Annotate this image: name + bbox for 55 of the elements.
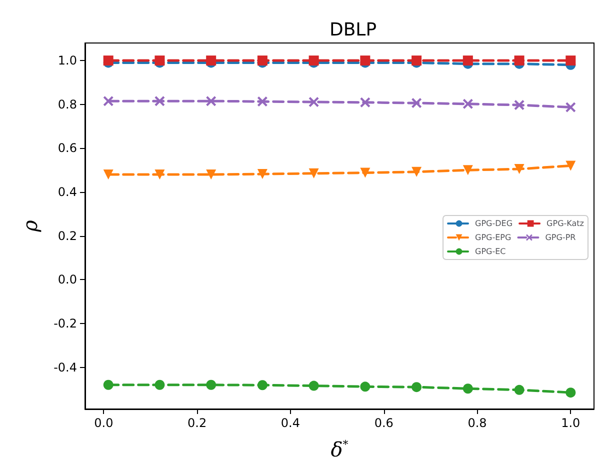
legend-label: GPG-EPG bbox=[475, 233, 512, 242]
point bbox=[514, 56, 524, 66]
point bbox=[566, 102, 576, 112]
x-tick-label: 0.6 bbox=[374, 416, 394, 430]
x-tick-label: 0.4 bbox=[280, 416, 300, 430]
y-axis-title: ρ bbox=[18, 220, 42, 233]
point bbox=[206, 380, 216, 390]
point bbox=[566, 160, 576, 171]
point bbox=[206, 96, 216, 106]
point bbox=[154, 169, 165, 180]
legend-label: GPG-EC bbox=[475, 247, 506, 256]
legend-label: GPG-PR bbox=[545, 233, 576, 242]
point bbox=[308, 96, 319, 107]
y-tick-label: 1.0 bbox=[58, 54, 77, 68]
point bbox=[257, 96, 268, 107]
point bbox=[462, 165, 473, 176]
point bbox=[154, 380, 165, 390]
x-axis-title: δ* bbox=[330, 438, 349, 462]
y-tick-label: 0.2 bbox=[58, 228, 77, 243]
y-tick-label: -0.2 bbox=[54, 316, 77, 331]
x-tick-label: 1.0 bbox=[561, 416, 580, 430]
point bbox=[412, 166, 422, 177]
point bbox=[103, 169, 114, 180]
y-tick-label: 0.0 bbox=[58, 272, 77, 287]
point bbox=[566, 388, 576, 398]
point bbox=[360, 382, 370, 392]
point bbox=[412, 382, 422, 392]
point bbox=[462, 98, 473, 109]
point bbox=[206, 169, 216, 180]
point bbox=[514, 384, 524, 395]
point bbox=[103, 380, 114, 390]
point bbox=[257, 380, 268, 390]
point bbox=[103, 96, 114, 106]
point bbox=[412, 98, 422, 108]
point bbox=[514, 100, 524, 110]
legend-label: GPG-Katz bbox=[546, 219, 584, 228]
legend-label: GPG-DEG bbox=[475, 219, 513, 228]
point bbox=[360, 168, 370, 178]
x-tick-label: 0.0 bbox=[94, 416, 114, 430]
point bbox=[360, 97, 370, 108]
y-tick-label: 0.6 bbox=[58, 141, 77, 156]
point bbox=[566, 56, 576, 66]
point bbox=[462, 384, 473, 394]
y-tick-label: 0.4 bbox=[58, 185, 77, 200]
y-tick-label: 0.8 bbox=[58, 97, 77, 112]
point bbox=[154, 96, 165, 106]
point bbox=[308, 168, 319, 178]
x-tick-label: 0.8 bbox=[468, 416, 487, 430]
chart-title: DBLP bbox=[329, 20, 377, 40]
y-tick-label: -0.4 bbox=[54, 360, 77, 374]
point bbox=[308, 380, 319, 391]
point bbox=[514, 164, 524, 174]
point bbox=[257, 169, 268, 180]
point bbox=[462, 56, 473, 66]
x-tick-label: 0.2 bbox=[188, 416, 207, 430]
